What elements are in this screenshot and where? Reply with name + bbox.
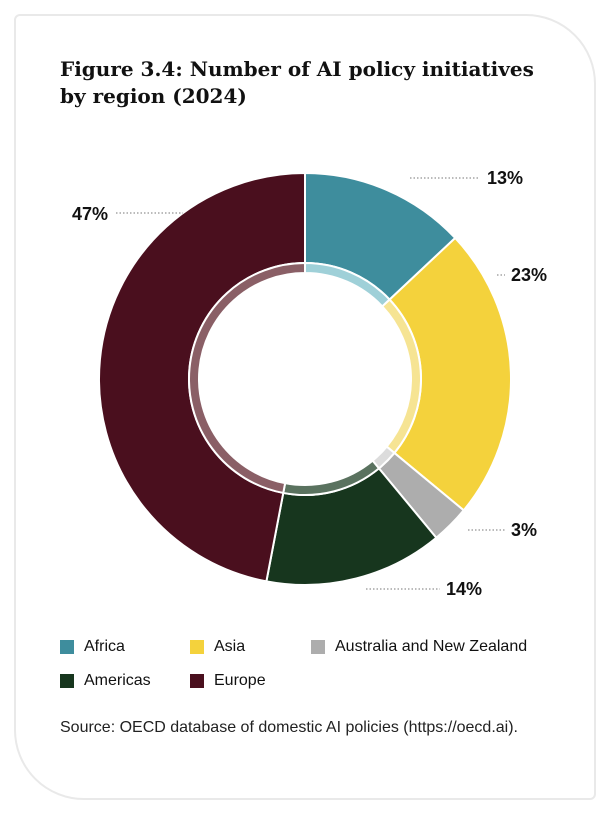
legend-label-americas: Americas [84,672,151,689]
legend-label-europe: Europe [214,672,266,689]
legend-label-asia: Asia [214,638,246,655]
legend-item-australia-nz: Australia and New Zealand [311,638,527,656]
data-label-americas: 14% [446,579,482,599]
data-label-asia: 23% [511,265,547,285]
data-label-europe: 47% [72,204,108,224]
donut-chart: 13% 23% 3% 14% 47% [72,168,547,599]
inner-ring-group [188,261,422,496]
legend-label-australia-nz: Australia and New Zealand [335,638,528,655]
data-label-africa: 13% [487,168,523,188]
legend-item-americas: Americas [60,672,151,690]
slice-europe [98,171,306,583]
data-label-australia-nz: 3% [511,520,537,540]
legend-swatch-africa [60,640,74,654]
data-labels-group: 13% 23% 3% 14% 47% [72,168,547,599]
legend-label-africa: Africa [84,638,125,655]
slices-group [98,171,512,586]
legend-item-asia: Asia [190,638,245,656]
legend-item-europe: Europe [190,672,266,690]
source-note: Source: OECD database of domestic AI pol… [60,719,518,736]
legend-item-africa: Africa [60,638,125,656]
legend-swatch-asia [190,640,204,654]
legend-swatch-americas [60,674,74,688]
inner-ring-europe [188,261,306,495]
chart-title: Figure 3.4: Number of AI policy initiati… [60,57,534,108]
leader-lines-group [116,177,505,590]
legend-swatch-australia-nz [311,640,325,654]
legend-swatch-europe [190,674,204,688]
